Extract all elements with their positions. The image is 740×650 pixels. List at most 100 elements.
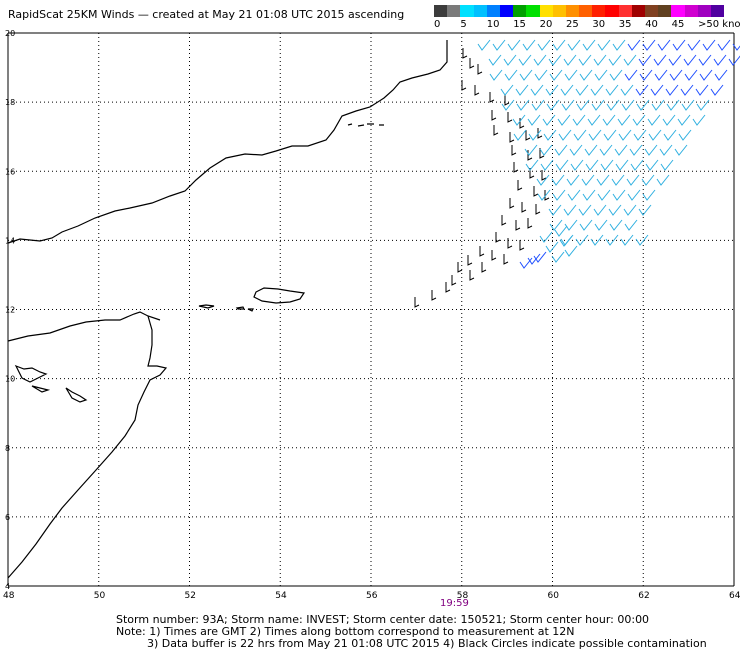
wind-barb xyxy=(696,99,710,111)
latitude-tick-label: 16 xyxy=(5,167,15,176)
kuria-muria-islands xyxy=(347,123,384,127)
wind-barb xyxy=(507,112,513,123)
legend-swatch xyxy=(618,5,632,17)
abd-al-kuri-island xyxy=(198,304,215,309)
wind-barb xyxy=(521,202,527,213)
wind-barb xyxy=(489,69,503,81)
wind-barb xyxy=(632,114,646,126)
wind-barb xyxy=(469,270,475,281)
wind-barb xyxy=(540,159,554,171)
wind-barb xyxy=(566,174,580,186)
socotra-island xyxy=(253,287,306,304)
legend-label: 10 xyxy=(486,19,500,30)
wind-barb xyxy=(544,190,550,201)
wind-barb xyxy=(539,148,545,159)
latitude-labels: 20 18 16 14 12 10 8 6 4 xyxy=(5,29,15,591)
wind-barb xyxy=(642,39,656,51)
longitude-tick-label: 54 xyxy=(275,591,287,601)
wind-barb xyxy=(617,114,631,126)
legend-label: >50 knots xyxy=(698,19,740,30)
wind-barb xyxy=(578,54,592,66)
latitude-tick-label: 18 xyxy=(5,98,15,107)
legend-swatch xyxy=(447,5,461,17)
legend-swatch xyxy=(645,5,659,17)
wind-barb xyxy=(597,39,611,51)
wind-barb xyxy=(518,54,532,66)
wind-barb xyxy=(653,54,667,66)
wind-barb xyxy=(590,84,604,96)
footer-line-1: Storm number: 93A; Storm name: INVEST; S… xyxy=(116,613,650,626)
wind-barb xyxy=(642,189,656,201)
wind-barb xyxy=(600,159,614,171)
wind-barb xyxy=(555,159,569,171)
wind-barb xyxy=(552,39,566,51)
wind-barb xyxy=(677,114,691,126)
wind-barb xyxy=(533,54,547,66)
wind-barb xyxy=(461,80,467,91)
wind-barb xyxy=(615,159,629,171)
wind-barb xyxy=(414,297,420,308)
wind-barb xyxy=(674,144,688,156)
wind-barb xyxy=(635,84,649,96)
wind-barb xyxy=(591,99,605,111)
legend-labels: 0 5 10 15 20 25 30 35 40 45 >50 knots xyxy=(434,17,740,31)
legend-swatch xyxy=(539,5,553,17)
wind-barb xyxy=(542,114,556,126)
legend-label: 25 xyxy=(566,19,579,30)
wind-barb xyxy=(525,130,531,141)
wind-barb xyxy=(539,231,553,243)
wind-barb xyxy=(488,54,502,66)
wind-barb xyxy=(647,114,661,126)
wind-barb xyxy=(663,129,677,141)
west-island-group xyxy=(14,364,88,403)
wind-barb xyxy=(564,69,578,81)
measurement-time-label: 19:59 xyxy=(440,598,469,609)
wind-barb xyxy=(549,69,563,81)
wind-barb xyxy=(445,282,451,293)
wind-barb xyxy=(581,174,595,186)
wind-barb xyxy=(491,110,497,121)
wind-barb xyxy=(534,69,548,81)
wind-barb xyxy=(656,174,670,186)
legend-swatch xyxy=(513,5,527,17)
wind-barb xyxy=(597,189,611,201)
wind-barb xyxy=(636,99,650,111)
wind-barb xyxy=(557,114,571,126)
longitude-tick-label: 52 xyxy=(185,591,196,601)
wind-barb xyxy=(665,84,679,96)
wind-barb xyxy=(692,114,706,126)
wind-barb xyxy=(605,84,619,96)
wind-barb xyxy=(530,84,544,96)
legend-label: 30 xyxy=(592,19,606,30)
wind-barb xyxy=(512,114,526,126)
latitude-tick-label: 10 xyxy=(5,375,15,384)
wind-barb xyxy=(599,144,613,156)
wind-barb xyxy=(524,144,538,156)
legend-swatch xyxy=(671,5,685,17)
wind-barbs xyxy=(414,39,740,308)
legend-swatch xyxy=(631,5,645,17)
wind-barb xyxy=(702,39,716,51)
wind-barb xyxy=(469,58,475,69)
legend-swatch xyxy=(565,5,580,17)
wind-barb xyxy=(509,132,515,143)
wind-barb xyxy=(533,251,547,263)
wind-barb xyxy=(633,129,647,141)
wind-barb xyxy=(609,219,623,231)
wind-barb xyxy=(659,144,673,156)
legend-label: 35 xyxy=(618,19,632,30)
wind-barb xyxy=(548,204,562,216)
wind-barb xyxy=(477,39,491,51)
wind-barb xyxy=(626,174,640,186)
legend-swatch xyxy=(684,5,698,17)
wind-barb xyxy=(639,69,653,81)
wind-barb xyxy=(620,234,634,246)
wind-barb xyxy=(493,125,499,136)
latitude-tick-label: 4 xyxy=(5,582,10,591)
latitude-tick-label: 8 xyxy=(5,444,10,453)
legend-swatch xyxy=(460,5,474,17)
arabia-coastline xyxy=(7,40,448,244)
longitude-tick-label: 60 xyxy=(548,591,560,601)
legend-swatch xyxy=(710,5,725,17)
